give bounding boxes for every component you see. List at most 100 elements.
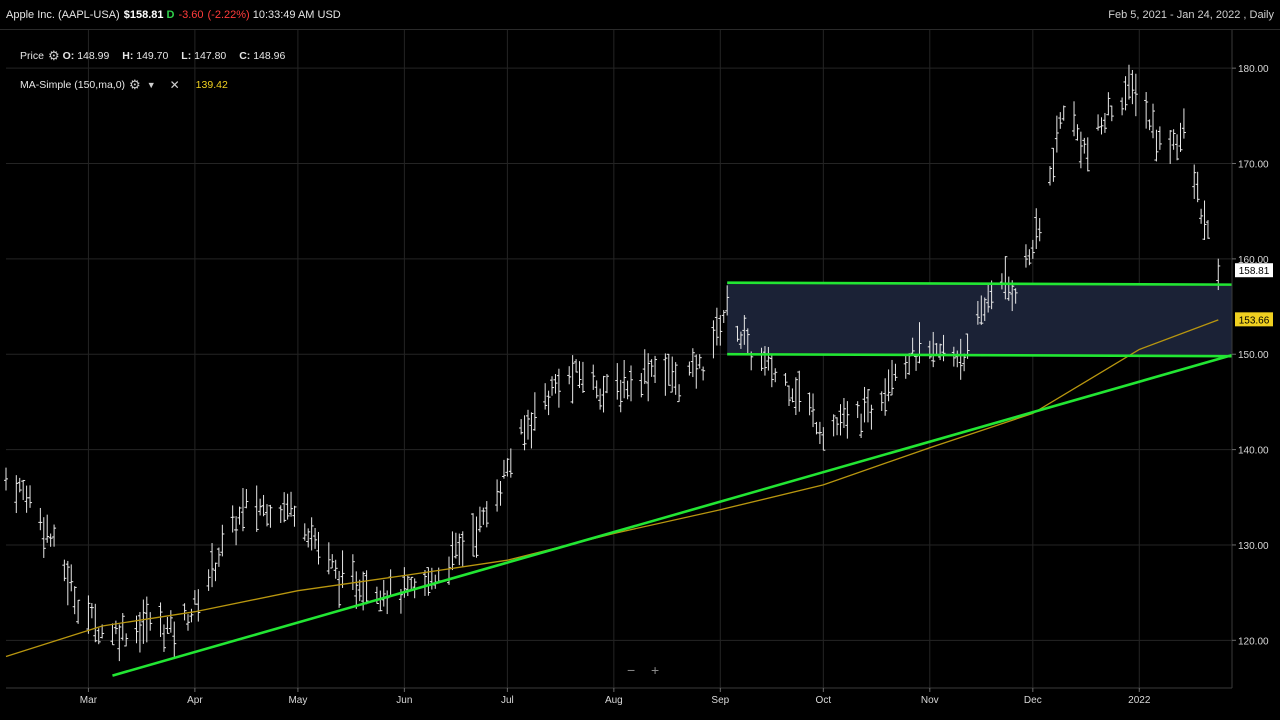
ohlc-bar: [821, 427, 826, 451]
zoom-in-button[interactable]: +: [651, 662, 660, 678]
ohlc-bar: [182, 603, 187, 621]
ohlc-bar: [783, 372, 788, 386]
month-label: Mar: [80, 695, 98, 706]
ohlc-bar: [786, 385, 791, 406]
trendlines[interactable]: [112, 281, 1233, 677]
last-price: $158.81: [123, 9, 164, 21]
ohlc-bar: [388, 569, 393, 596]
ohlc-bar: [189, 608, 194, 623]
ohlc-bar: [1082, 137, 1087, 154]
ohlc-bar: [495, 479, 500, 512]
ohlc-bar: [666, 353, 671, 386]
ohlc-bar: [165, 617, 170, 634]
gear-icon[interactable]: ⚙: [47, 48, 60, 63]
date-range[interactable]: Feb 5, 2021 - Jan 24, 2022 , Daily: [1108, 9, 1274, 21]
ohlc-bar: [216, 547, 221, 567]
ohlc-bar: [76, 599, 81, 624]
ohlc-bar: [1202, 200, 1207, 240]
ohlc-bar: [21, 479, 26, 501]
ohlc-bar: [701, 366, 706, 381]
close-icon[interactable]: ✕: [169, 78, 180, 92]
trendline: [727, 352, 1233, 358]
close-label: C:: [239, 50, 251, 62]
ohlc-bar: [649, 359, 654, 377]
ohlc-bar: [975, 300, 980, 325]
price-bars: [4, 64, 1221, 662]
ohlc-bar: [28, 485, 33, 508]
ohlc-bar: [206, 569, 211, 591]
ohlc-bar: [962, 353, 967, 372]
month-label: Nov: [921, 695, 939, 706]
ohlc-bar: [24, 485, 29, 513]
open-label: O:: [62, 50, 75, 62]
ohlc-bar: [742, 315, 747, 345]
ohlc-bar: [38, 507, 43, 531]
chevron-down-icon[interactable]: ▼: [146, 80, 156, 90]
ohlc-bar: [697, 354, 702, 369]
price-legend: Price ⚙ O: 148.99 H: 149.70 L: 147.80 C:…: [20, 48, 295, 63]
delayed-flag: D: [166, 9, 175, 21]
ohlc-bar: [1003, 256, 1008, 300]
price-tick-label: 170.00: [1238, 160, 1269, 171]
ohlc-bar: [450, 531, 455, 571]
month-label: Apr: [187, 695, 203, 706]
ohlc-bar: [1171, 129, 1176, 150]
ohlc-bar: [1006, 276, 1011, 301]
ohlc-bar: [385, 590, 390, 615]
ohlc-bar: [244, 489, 249, 509]
ohlc-bar: [158, 602, 163, 638]
price-tick-label: 120.00: [1238, 636, 1269, 647]
ohlc-bar: [745, 328, 750, 354]
ohlc-bar: [855, 401, 860, 419]
low-value: 147.80: [194, 50, 227, 62]
ohlc-bar: [14, 475, 19, 514]
ohlc-bar: [258, 498, 263, 516]
ticker-name[interactable]: Apple Inc. (AAPL-USA): [6, 9, 120, 21]
ohlc-bar: [230, 505, 235, 533]
close-value: 148.96: [253, 50, 286, 62]
ohlc-bar: [220, 524, 225, 557]
ohlc-bar: [453, 532, 458, 559]
ohlc-bar: [1030, 239, 1035, 259]
ohlc-bar: [113, 620, 118, 635]
ohlc-bar: [481, 507, 486, 525]
ohlc-bar: [1013, 288, 1018, 304]
ohlc-bar: [677, 384, 682, 403]
ohlc-bar: [168, 610, 173, 633]
ohlc-bar: [196, 589, 201, 622]
ohlc-bar: [550, 376, 555, 396]
zoom-out-button[interactable]: −: [627, 662, 636, 678]
ohlc-bar: [268, 504, 273, 528]
open-value: 148.99: [77, 50, 110, 62]
price-chart[interactable]: 120.00 130.00 140.00 150.00 160.00 170.00 180.…: [0, 30, 1280, 720]
ohlc-bar: [1058, 112, 1063, 129]
ohlc-bar: [574, 359, 579, 373]
low-label: L:: [181, 50, 192, 62]
ohlc-bar: [264, 504, 269, 527]
gear-icon[interactable]: ⚙: [129, 77, 141, 92]
ohlc-bar: [862, 386, 867, 423]
ohlc-bar: [979, 295, 984, 325]
ohlc-bar: [814, 421, 819, 435]
ohlc-bar: [48, 533, 53, 547]
ohlc-bar: [282, 492, 287, 523]
month-label: Jul: [501, 695, 514, 706]
ohlc-bar: [96, 628, 101, 645]
ohlc-bar: [1047, 166, 1052, 186]
ohlc-bar: [714, 307, 719, 346]
ohlc-bar: [673, 362, 678, 395]
time-axis: Mar Apr May Jun Jul Aug Sep Oct Nov Dec 2022: [6, 687, 1232, 706]
ohlc-bar: [1133, 73, 1138, 117]
ohlc-bar: [1199, 208, 1204, 224]
trendline: [112, 353, 1233, 677]
ohlc-bar: [172, 621, 177, 659]
ohlc-bar: [72, 586, 77, 615]
price-axis: 120.00 130.00 140.00 150.00 160.00 170.00 180.…: [1231, 30, 1269, 688]
ohlc-bar: [148, 612, 153, 631]
month-label: Sep: [711, 695, 729, 706]
ohlc-bar: [556, 368, 561, 408]
ohlc-bar: [120, 613, 125, 641]
ohlc-bar: [289, 491, 294, 517]
ohlc-bar: [986, 282, 991, 313]
ohlc-bar: [766, 346, 771, 371]
